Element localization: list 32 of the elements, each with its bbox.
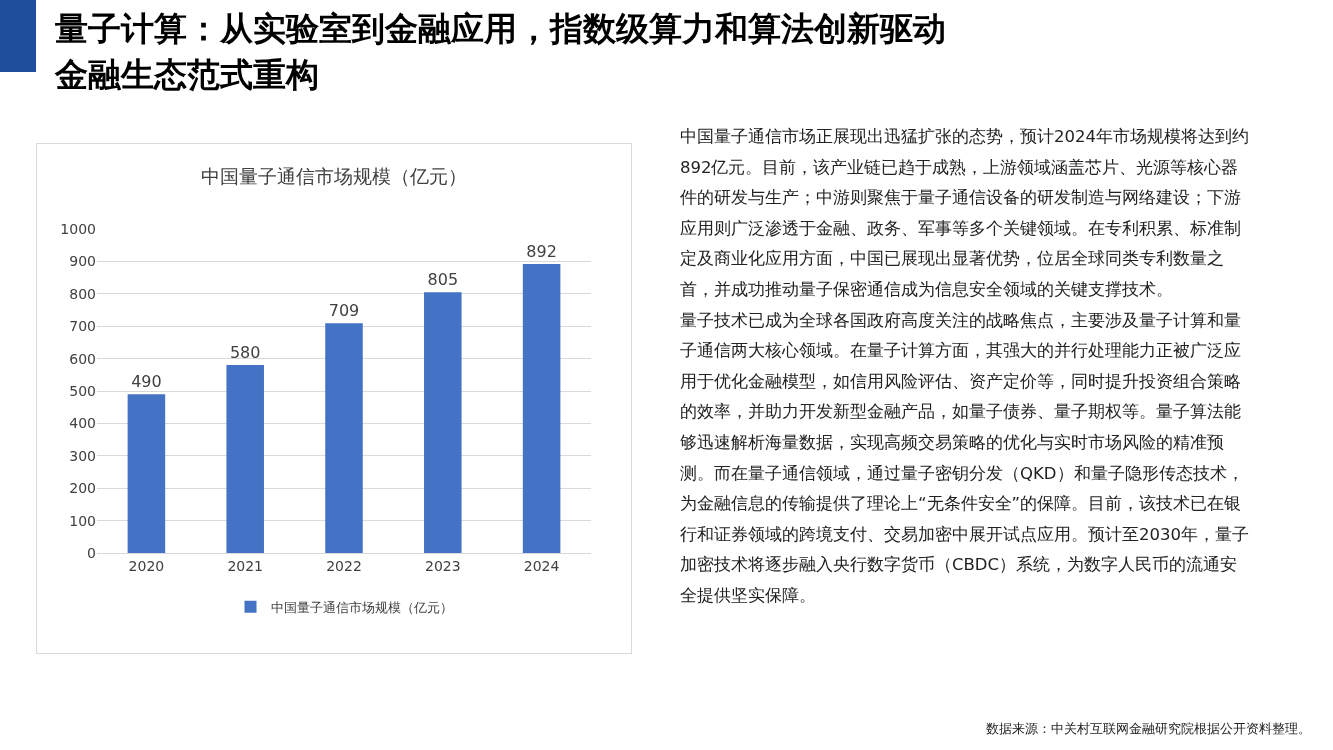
y-tick-label: 400 xyxy=(69,415,96,432)
chart-title: 中国量子通信市场规模（亿元） xyxy=(201,164,467,187)
data-label: 709 xyxy=(328,301,360,321)
y-tick-label: 0 xyxy=(87,544,96,561)
x-tick-label: 2021 xyxy=(227,557,264,574)
text: 量子计算：从实验室到金融应用，指数级算力和算法创新驱动金融生态范式重构 xyxy=(55,8,947,96)
x-tick-label: 2023 xyxy=(424,557,461,574)
y-tick-label: 800 xyxy=(69,285,96,302)
data-label: 805 xyxy=(427,270,459,290)
y-tick-label: 1000 xyxy=(60,220,96,237)
data-label: 892 xyxy=(526,241,557,261)
bar xyxy=(127,394,166,553)
y-tick-label: 100 xyxy=(69,512,96,529)
data-label: 580 xyxy=(229,343,261,363)
x-tick-label: 2020 xyxy=(128,557,165,574)
source-note: 数据来源：中关村互联网金融研究院根据公开资料整理。 xyxy=(986,720,1311,738)
bar xyxy=(325,323,363,553)
bar xyxy=(424,292,462,553)
x-tick-label: 2024 xyxy=(523,557,560,574)
bar xyxy=(226,365,264,553)
y-tick-label: 700 xyxy=(69,318,96,335)
text: 量子技术已成为全球各国政府高度关注的战略焦点，主要涉及量子计算和量子通信两大核心领域。在量子计算方面，其强大的并行处理能力正被广泛应用于优化金融模型，如信用风险评估、资产定价等，同时提升投资组合策略的效率，并助力开发新型金融产品，如量子债券、量子期权等。量子算法能够迅速解析海量数据，实现高频交易策略的优化与实时市场风险的精准预测。而在量子通信领域，通过量子密钥分发（QKD）和量子隐形传态技术，为金融信息的传输提供了理论上“无条件安全”的保障。目前，该技术已在银行和证券领域的跨境支付、交易加密中展开试点应用。预计至2030年，量子加密技术将逐步融入央行数字货币（CBDC）系统，为数字人民币的流通安全提供坚实保障。 xyxy=(680,310,1249,605)
data-label: 490 xyxy=(131,372,162,392)
y-tick-label: 200 xyxy=(69,480,96,497)
x-tick-label: 2022 xyxy=(326,557,362,574)
bar xyxy=(522,263,561,553)
y-tick-label: 600 xyxy=(69,350,96,367)
y-tick-label: 900 xyxy=(69,253,96,270)
text: 中国量子通信市场正展现出迅猛扩张的态势，预计2024年市场规模将达到约892亿元。目前，该产业链已趋于成熟，上游领域涵盖芯片、光源等核心器件的研发与生产；中游则聚焦于量子通信设备的研发制造与网络建设；下游应用则广泛渗透于金融、政务、军事等多个关键领域。在专利积累、标准制定及商业化应用方面，中国已展现出显著优势，位居全球同类专利数量之首，并成功推动量子保密通信成为信息安全领域的关键支撑技术。 xyxy=(680,126,1250,301)
legend-label: 中国量子通信市场规模（亿元） xyxy=(270,599,453,615)
y-tick-label: 500 xyxy=(69,382,96,399)
y-tick-label: 300 xyxy=(69,447,96,464)
